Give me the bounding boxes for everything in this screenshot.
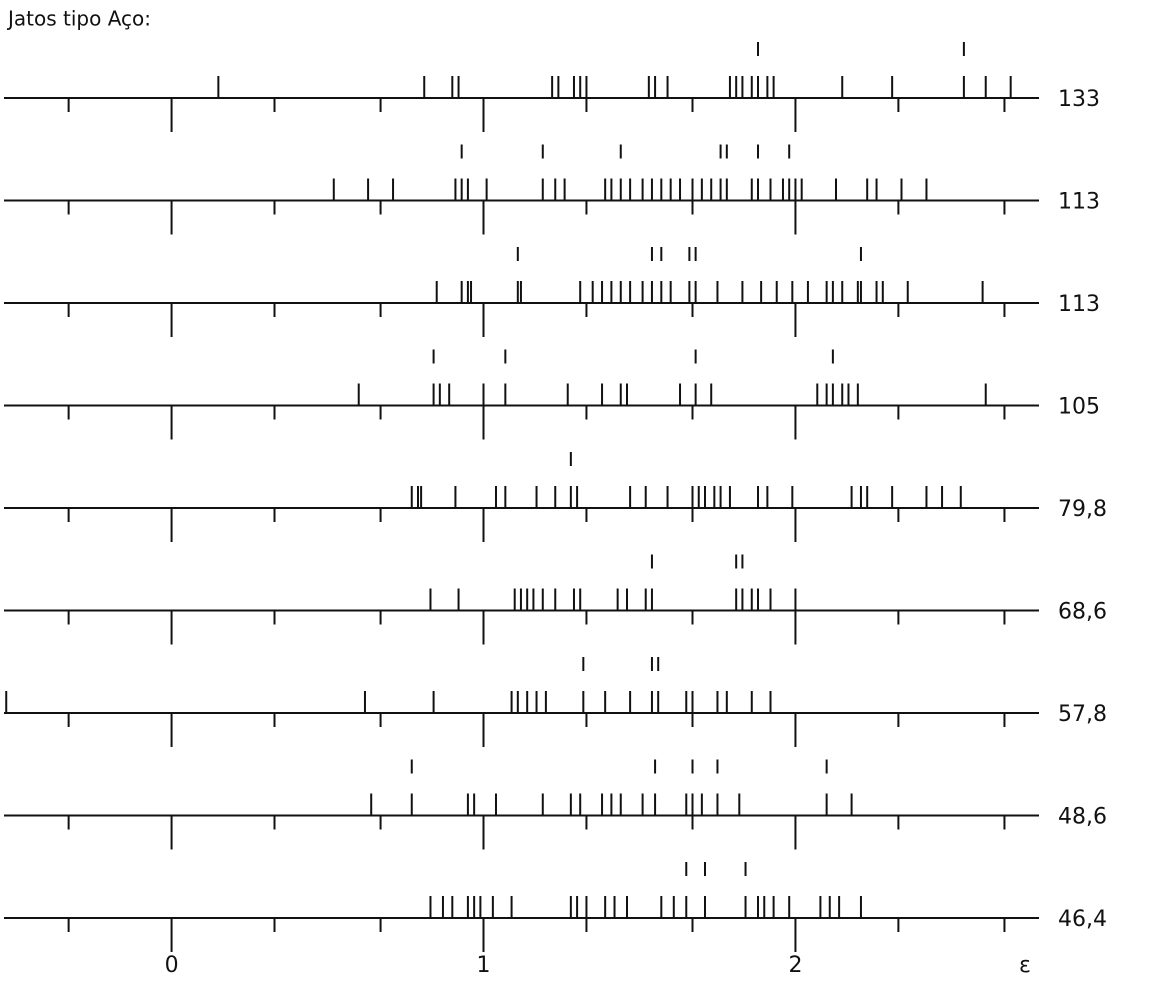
chart-title: Jatos tipo Aço: bbox=[6, 7, 151, 31]
row-label: 68,6 bbox=[1058, 600, 1107, 625]
x-tick-label: 0 bbox=[165, 953, 179, 978]
row-label: 105 bbox=[1058, 395, 1100, 420]
row-label: 133 bbox=[1058, 87, 1100, 112]
row-label: 113 bbox=[1058, 292, 1100, 317]
row-label: 57,8 bbox=[1058, 702, 1107, 727]
row-label: 48,6 bbox=[1058, 805, 1107, 830]
x-tick-label: 1 bbox=[477, 953, 491, 978]
x-tick-label: 2 bbox=[788, 953, 802, 978]
row-label: 46,4 bbox=[1058, 907, 1107, 932]
row-label: 79,8 bbox=[1058, 497, 1107, 522]
x-axis-label: ε bbox=[1019, 953, 1031, 978]
row-label: 113 bbox=[1058, 190, 1100, 215]
